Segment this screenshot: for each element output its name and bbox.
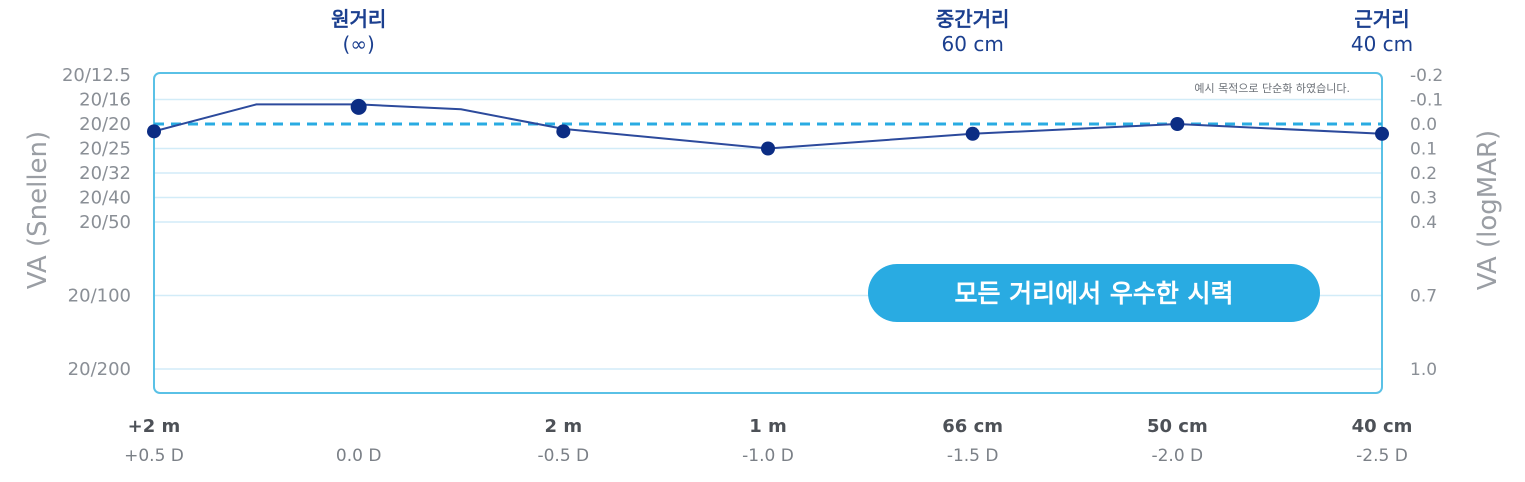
annotation-note: 예시 목적으로 단순화 하였습니다. [1194,81,1350,95]
left-tick-label: 20/50 [79,212,131,233]
left-axis-ticks: 20/12.5 20/16 20/20 20/25 20/32 20/40 20/50 20/… [62,65,131,380]
x-tick-diopter: -2.0 D [1151,446,1203,466]
x-tick-diopter: -1.0 D [742,446,794,466]
left-tick-label: 20/25 [79,139,131,160]
left-axis-title: VA (Snellen) [23,131,53,289]
right-tick-label: -0.2 [1410,66,1443,86]
right-tick-label: 0.2 [1410,164,1437,184]
right-tick-label: -0.1 [1410,91,1443,111]
right-tick-label: 0.4 [1410,213,1437,233]
right-tick-label: 0.7 [1410,287,1437,307]
right-tick-label: 0.1 [1410,140,1437,160]
data-point [965,126,980,141]
data-point [1375,126,1389,141]
data-point [147,124,161,139]
x-tick-diopter: -2.5 D [1356,446,1408,466]
zone-title: 원거리 [331,7,386,31]
x-tick-distance: 2 m [545,416,583,437]
data-point [556,124,571,139]
x-tick-diopter: +0.5 D [124,446,184,466]
zone-subtitle: 60 cm [942,32,1004,56]
badge-background [868,264,1320,322]
badge-text: 모든 거리에서 우수한 시력 [954,279,1233,308]
left-tick-label: 20/32 [79,163,131,184]
left-tick-label: 20/100 [68,286,131,307]
left-tick-label: 20/40 [79,188,131,209]
left-tick-label: 20/12.5 [62,65,131,86]
x-tick-diopter: -0.5 D [537,446,589,466]
right-tick-label: 0.3 [1410,189,1437,209]
zone-title: 중간거리 [936,7,1010,31]
right-axis-ticks: -0.2 -0.1 0.0 0.1 0.2 0.3 0.4 0.7 1.0 [1410,66,1443,380]
zone-subtitle: 40 cm [1351,32,1413,56]
x-tick-distance: 66 cm [942,416,1003,437]
left-tick-label: 20/200 [68,359,131,380]
right-tick-label: 0.0 [1410,115,1437,135]
x-tick-distance: 40 cm [1352,416,1413,437]
data-point [350,98,367,115]
zone-subtitle: (∞) [343,32,375,56]
right-axis-title: VA (logMAR) [1473,130,1503,290]
badge: 모든 거리에서 우수한 시력 [868,264,1320,322]
plot-frame [153,72,1383,394]
x-tick-distance: 50 cm [1147,416,1208,437]
data-point [761,141,775,156]
x-tick-diopter: -1.5 D [947,446,999,466]
left-tick-label: 20/20 [79,114,131,135]
x-tick-distance: 1 m [749,416,787,437]
grid-lines [154,98,1382,370]
right-tick-label: 1.0 [1410,360,1437,380]
data-point [1170,117,1185,131]
x-axis-ticks: +2 m +0.5 D 0.0 D 2 m -0.5 D 1 m -1.0 D 66 cm -1… [124,416,1412,466]
series-markers [147,98,1389,156]
x-tick-distance: +2 m [128,416,181,437]
zone-title: 근거리 [1354,7,1409,31]
left-tick-label: 20/16 [79,90,131,111]
x-tick-diopter: 0.0 D [336,446,382,466]
